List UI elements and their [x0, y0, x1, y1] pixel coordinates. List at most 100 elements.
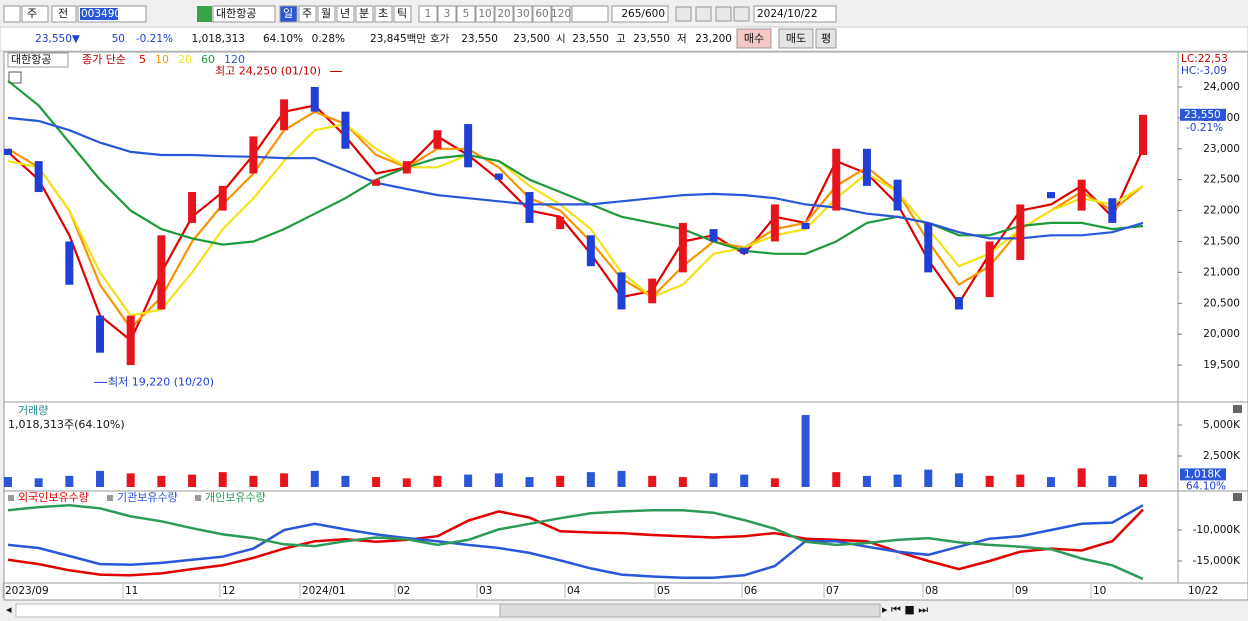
series-line [7, 104, 1145, 343]
quote-buy-button[interactable] [736, 28, 772, 49]
interval-button[interactable] [437, 5, 457, 23]
interval-button-text[interactable]: 20 [497, 8, 510, 20]
legend-swatch [107, 495, 113, 501]
last-rate: -0.21% [1186, 122, 1223, 134]
scroll-controls[interactable]: ▸ ⏮ ■ ⏭ [882, 603, 928, 616]
prev-button-text[interactable]: 전 [58, 7, 68, 20]
volume-bar [96, 470, 105, 487]
tool-icon[interactable] [675, 6, 692, 22]
x-tick-label: 03 [479, 585, 492, 597]
quote-sell-text[interactable]: 매도 [786, 32, 806, 45]
quote-avg-button[interactable] [815, 28, 837, 49]
series-line [7, 504, 1144, 579]
y-tick-label: 23,000 [1203, 143, 1240, 155]
period-button-text[interactable]: 초 [378, 7, 388, 20]
volume-bar [954, 473, 963, 487]
legend-swatch [8, 495, 14, 501]
volume-bar [525, 477, 534, 487]
candle [740, 247, 749, 254]
volume-bar [65, 475, 74, 487]
tool-icon[interactable] [695, 6, 712, 22]
tool-icon[interactable] [733, 6, 750, 22]
volume-bar [1139, 474, 1147, 487]
candle [310, 86, 319, 112]
interval-button-text[interactable]: 5 [463, 8, 470, 20]
interval-button-text[interactable]: 60 [535, 8, 548, 20]
interval-button[interactable] [456, 5, 476, 23]
code-text[interactable]: 003490 [81, 8, 121, 20]
interval-button-text[interactable]: 1 [425, 8, 432, 20]
date-box[interactable] [753, 5, 837, 23]
code-highlight [80, 8, 118, 20]
volume-bar [832, 472, 841, 487]
grid-icon[interactable] [8, 71, 22, 84]
interval-button[interactable] [513, 5, 533, 23]
period-button-text[interactable]: 년 [340, 7, 350, 20]
period-button[interactable] [355, 5, 374, 23]
name-box[interactable] [212, 5, 276, 23]
interval-button[interactable] [532, 5, 552, 23]
period-button[interactable] [374, 5, 393, 23]
x-tick-label: 11 [125, 585, 138, 597]
interval-button[interactable] [494, 5, 514, 23]
interval-button[interactable] [475, 5, 495, 23]
y-tick-label: 21,500 [1203, 235, 1240, 247]
interval-button[interactable] [418, 5, 438, 23]
period-button-text[interactable]: 월 [321, 7, 331, 20]
y-tick-label: 20,500 [1203, 297, 1240, 309]
period-button-text[interactable]: 분 [359, 7, 369, 20]
interval-button[interactable] [551, 5, 571, 23]
interval-button-text[interactable]: 30 [516, 8, 529, 20]
y-tick-label: 5,000K [1203, 419, 1241, 431]
period-button[interactable] [393, 5, 412, 23]
interval-button-text[interactable]: 3 [444, 8, 451, 20]
x-tick-label: 09 [1015, 585, 1028, 597]
pane-close[interactable] [1233, 405, 1242, 413]
quote-avg-text[interactable]: 평 [821, 32, 831, 45]
count-box[interactable] [611, 5, 669, 23]
volume-bar [310, 470, 319, 487]
candle [1046, 192, 1055, 199]
period-select[interactable] [21, 5, 49, 23]
quote-open: 23,550 [572, 33, 609, 45]
pane-close[interactable] [1233, 493, 1242, 501]
quote-buy-text[interactable]: 매수 [744, 32, 764, 45]
quote-amount: 23,845백만 [370, 33, 426, 45]
period-button-text[interactable]: 틱 [397, 7, 407, 20]
period-select-text[interactable]: 주 [27, 7, 37, 20]
period-button-text[interactable]: 주 [302, 7, 312, 20]
candle [126, 315, 135, 366]
candle [862, 148, 871, 186]
volume-bar [770, 478, 779, 487]
volume-bar [34, 478, 43, 487]
period-button[interactable] [279, 5, 298, 23]
low-annotation: 최저 19,220 (10/20) [108, 375, 214, 388]
lc-label: LC:22,53 [1181, 53, 1228, 65]
volume-bar [433, 475, 442, 487]
stock-name[interactable]: 대한항공 [216, 7, 256, 20]
interval-button-text[interactable]: 120 [551, 8, 571, 20]
interval-select[interactable] [571, 5, 609, 23]
volume-bar [924, 469, 933, 487]
volume-bar [648, 475, 657, 487]
prev-button[interactable] [51, 5, 77, 23]
volume-bar [341, 475, 350, 487]
last-price: 23,550 [1184, 109, 1221, 121]
period-button[interactable] [317, 5, 336, 23]
period-button-text[interactable]: 일 [283, 6, 293, 20]
x-tick-label: 08 [925, 585, 938, 597]
candle [188, 192, 197, 223]
date-text[interactable]: 2024/10/22 [757, 8, 818, 20]
quote-price: 23,550▼ [35, 33, 81, 45]
quote-sell-button[interactable] [778, 28, 814, 49]
period-button[interactable] [336, 5, 355, 23]
interval-button-text[interactable]: 10 [478, 8, 491, 20]
period-button[interactable] [298, 5, 317, 23]
candle [1139, 114, 1147, 155]
legend-item: 개인보유수량 [205, 491, 266, 504]
candle [1077, 179, 1086, 211]
scroll-thumb[interactable] [499, 603, 881, 618]
menu-icon[interactable] [3, 5, 21, 23]
scroll-left[interactable]: ◂ [6, 603, 12, 616]
tool-icon[interactable] [715, 6, 732, 22]
